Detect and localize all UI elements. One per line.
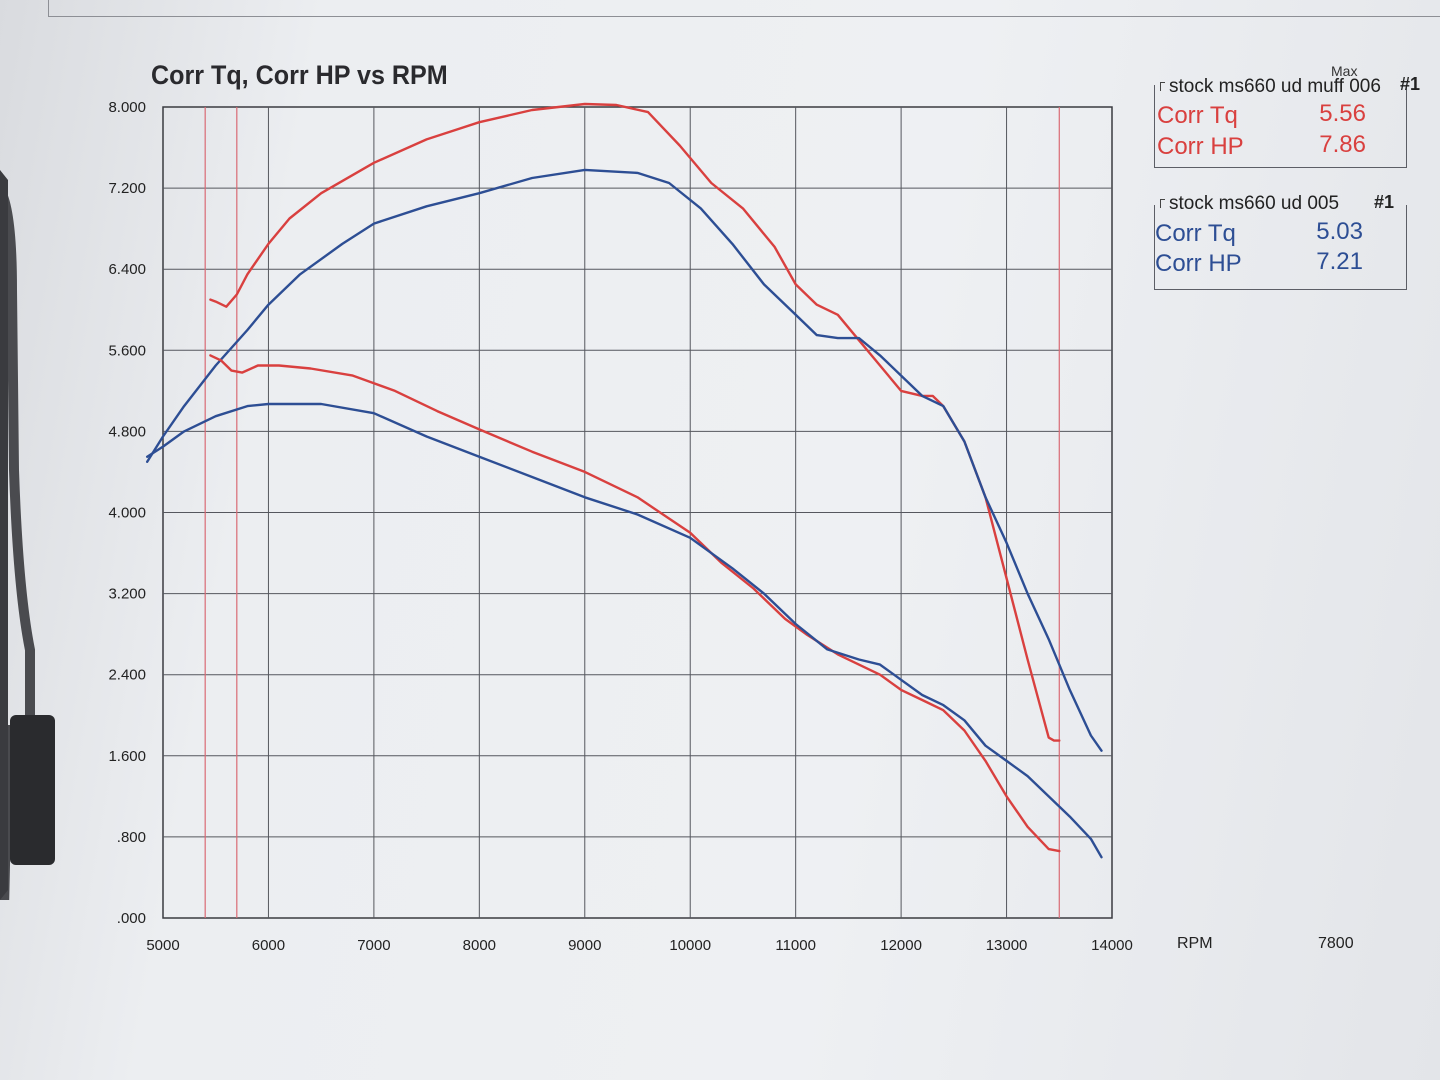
chart-title: Corr Tq, Corr HP vs RPM [151, 60, 448, 90]
legend-series-value: 5.03 [1316, 218, 1363, 245]
x-tick-label: 9000 [568, 937, 601, 954]
y-tick-label: 8.000 [108, 99, 146, 116]
y-tick-label: 4.800 [108, 423, 146, 440]
series-line [209, 102, 1061, 742]
y-tick-label: 6.400 [108, 261, 146, 278]
y-tick-label: 5.600 [108, 342, 146, 359]
x-tick-label: 11000 [775, 937, 816, 954]
x-axis-unit-label: RPM [1177, 935, 1213, 952]
y-tick-label: 3.200 [108, 586, 146, 603]
legend-series-value: 7.86 [1319, 131, 1366, 158]
x-tick-label: 10000 [669, 937, 711, 954]
series-line [209, 354, 1061, 853]
legend-max-label: Max [1331, 63, 1358, 79]
x-tick-label: 7000 [357, 937, 390, 954]
legend-bracket-icon [1160, 82, 1165, 92]
legend-series-value: 5.56 [1319, 100, 1366, 127]
x-tick-label: 12000 [880, 937, 922, 954]
y-tick-label: .800 [117, 829, 146, 846]
legend-run-number: #1 [1374, 192, 1395, 212]
x-tick-label: 13000 [986, 937, 1028, 954]
y-tick-label: 4.000 [108, 505, 146, 522]
legend-run-number: #1 [1400, 74, 1421, 94]
legend-series-name: Corr HP [1155, 250, 1242, 277]
x-tick-label: 14000 [1091, 937, 1133, 954]
legend-series-name: Corr Tq [1157, 102, 1238, 129]
clipboard-clip [0, 170, 55, 900]
series-line [145, 168, 1103, 752]
header-frame [48, 0, 1440, 17]
y-tick-label: .000 [117, 910, 146, 927]
legend-bracket-icon [1160, 199, 1165, 209]
x-tick-label: 8000 [463, 937, 496, 954]
y-tick-label: 1.600 [108, 748, 146, 765]
y-tick-label: 7.200 [108, 180, 146, 197]
legend-header-run-006: stock ms660 ud muff 006 [1160, 76, 1381, 98]
legend-box-run-005 [1154, 205, 1407, 290]
extra-value-label: 7800 [1318, 935, 1354, 952]
legend-series-value: 7.21 [1316, 248, 1363, 275]
legend-series-name: Corr Tq [1155, 220, 1236, 247]
series-line [145, 402, 1103, 859]
y-tick-label: 2.400 [108, 667, 146, 684]
legend-box-run-006 [1154, 85, 1407, 168]
legend-series-name: Corr HP [1157, 133, 1244, 160]
x-tick-label: 5000 [146, 937, 179, 954]
legend-header-run-005: stock ms660 ud 005 [1160, 193, 1339, 215]
x-tick-label: 6000 [252, 937, 285, 954]
